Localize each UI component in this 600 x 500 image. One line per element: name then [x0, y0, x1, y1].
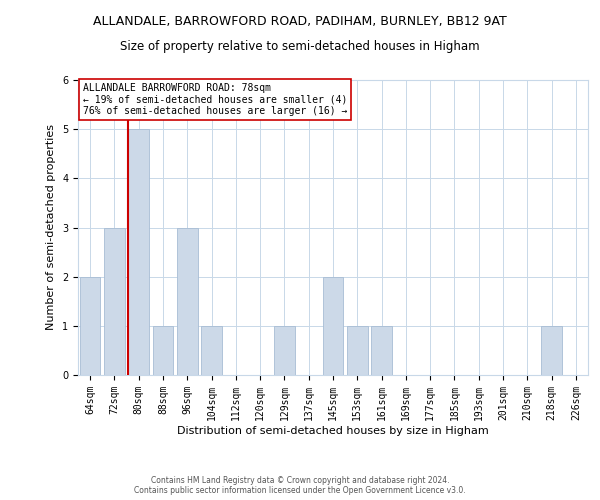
Text: ALLANDALE, BARROWFORD ROAD, PADIHAM, BURNLEY, BB12 9AT: ALLANDALE, BARROWFORD ROAD, PADIHAM, BUR… — [93, 15, 507, 28]
Bar — [371, 326, 392, 375]
Bar — [80, 276, 100, 375]
Bar — [104, 228, 125, 375]
Bar — [274, 326, 295, 375]
Text: Size of property relative to semi-detached houses in Higham: Size of property relative to semi-detach… — [120, 40, 480, 53]
Bar — [128, 129, 149, 375]
Text: ALLANDALE BARROWFORD ROAD: 78sqm
← 19% of semi-detached houses are smaller (4)
7: ALLANDALE BARROWFORD ROAD: 78sqm ← 19% o… — [83, 83, 347, 116]
Bar — [347, 326, 368, 375]
Bar — [323, 276, 343, 375]
Bar — [177, 228, 197, 375]
Bar — [541, 326, 562, 375]
Bar — [201, 326, 222, 375]
Y-axis label: Number of semi-detached properties: Number of semi-detached properties — [46, 124, 56, 330]
X-axis label: Distribution of semi-detached houses by size in Higham: Distribution of semi-detached houses by … — [177, 426, 489, 436]
Text: Contains HM Land Registry data © Crown copyright and database right 2024.
Contai: Contains HM Land Registry data © Crown c… — [134, 476, 466, 495]
Bar — [152, 326, 173, 375]
